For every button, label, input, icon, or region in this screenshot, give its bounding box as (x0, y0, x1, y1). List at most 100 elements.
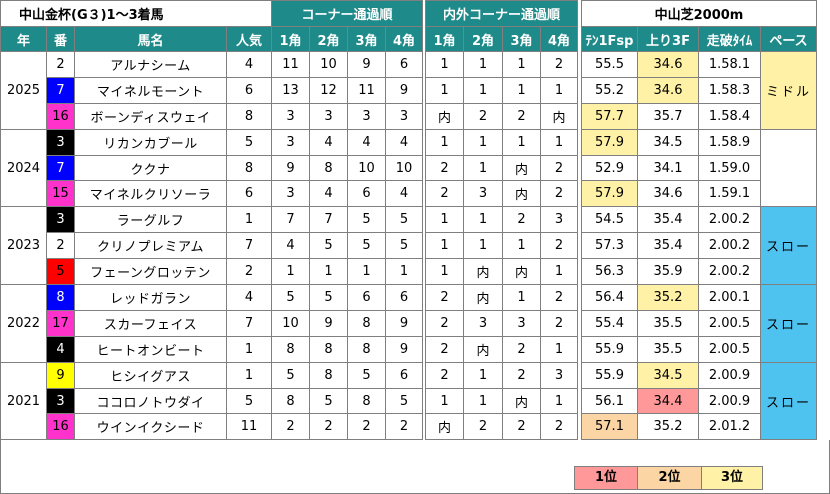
inout-position: 2 (540, 284, 578, 311)
inout-position: 2 (463, 102, 503, 130)
inout-position: 1 (425, 76, 464, 104)
corner-position: 2 (271, 413, 310, 441)
horse-name: レッドガラン (74, 284, 227, 311)
agari-3f: 35.7 (637, 102, 699, 130)
inout-position: 2 (502, 413, 541, 441)
popularity: 6 (226, 76, 272, 104)
agari-3f: 34.6 (637, 76, 699, 104)
inout-position: 1 (463, 387, 503, 415)
popularity: 1 (226, 361, 272, 389)
inout-position: 2 (540, 413, 578, 441)
finish-time: 2.00.9 (698, 387, 761, 415)
inout-position: 2 (502, 361, 541, 389)
gap (422, 155, 426, 181)
popularity: 11 (226, 413, 272, 441)
corner-position: 7 (309, 206, 348, 234)
gap (422, 180, 426, 207)
corner-position: 6 (347, 284, 386, 311)
agari-3f: 35.5 (637, 309, 699, 337)
corner-position: 1 (385, 258, 423, 286)
course-header: 中山芝2000m (581, 0, 817, 27)
agari-3f: 35.9 (637, 258, 699, 286)
legend-rank3: 3位 (701, 466, 763, 490)
table-row: 7 ククナ 8 9 8 10 10 2 1 内 2 52.9 34.1 1.59.0 (1, 154, 817, 182)
horse-name: スカーフェイス (74, 309, 227, 337)
corner-position: 8 (309, 361, 348, 389)
inout-position: 1 (425, 128, 464, 156)
agari-3f: 34.6 (637, 180, 699, 208)
inout-position: 1 (463, 51, 503, 78)
ten1f-speed: 56.3 (581, 258, 638, 286)
horse-number: 8 (46, 284, 75, 311)
col-header-corner3: 3角 (347, 26, 386, 52)
gap (577, 180, 582, 207)
gap (577, 77, 582, 104)
col-header-corner1: 1角 (271, 26, 310, 52)
corner-position: 11 (271, 51, 310, 78)
inout-position: 1 (502, 76, 541, 104)
horse-name: アルナシーム (74, 51, 227, 78)
agari-3f: 35.4 (637, 206, 699, 234)
gap (577, 155, 582, 181)
finish-time: 2.00.5 (698, 335, 761, 363)
inout-position: 内 (502, 258, 541, 286)
corner-position: 2 (385, 413, 423, 441)
gap (422, 0, 426, 27)
corner-position: 5 (309, 387, 348, 415)
gap (422, 388, 426, 414)
horse-name: マイネルモーント (74, 76, 227, 104)
inout-position: 2 (425, 335, 464, 363)
pace-cell: ミドル (760, 51, 817, 130)
corner-position: 3 (271, 180, 310, 208)
inout-position: 1 (425, 206, 464, 234)
corner-position: 12 (309, 76, 348, 104)
corner-position: 4 (271, 232, 310, 260)
inout-group-header: 内外コーナー通過順 (425, 0, 578, 27)
corner-position: 4 (309, 128, 348, 156)
corner-position: 8 (271, 335, 310, 363)
gap (422, 206, 426, 233)
agari-3f: 34.6 (637, 51, 699, 78)
horse-name: ククナ (74, 154, 227, 182)
inout-position: 3 (540, 361, 578, 389)
agari-3f: 34.5 (637, 128, 699, 156)
finish-time: 2.00.9 (698, 361, 761, 389)
popularity: 7 (226, 232, 272, 260)
corner-position: 8 (271, 387, 310, 415)
horse-name: ヒシイグアス (74, 361, 227, 389)
gap (422, 77, 426, 104)
inout-position: 1 (540, 258, 578, 286)
corner-position: 10 (347, 154, 386, 182)
col-header-io2: 2角 (463, 26, 503, 52)
popularity: 4 (226, 284, 272, 311)
horse-name: フェーングロッテン (74, 258, 227, 286)
corner-position: 3 (309, 102, 348, 130)
corner-position: 6 (385, 361, 423, 389)
inout-position: 2 (540, 51, 578, 78)
table-row: 17 スカーフェイス 7 10 9 8 9 2 3 3 2 55.4 35.5 2.00.5 (1, 309, 817, 337)
corner-position: 7 (271, 206, 310, 234)
ten1f-speed: 55.9 (581, 361, 638, 389)
col-header-horse-name: 馬名 (74, 26, 227, 52)
ten1f-speed: 57.1 (581, 413, 638, 441)
table-row: 3 ココロノトウダイ 5 8 5 8 5 1 1 内 1 56.1 34.4 2.00.9 (1, 387, 817, 415)
table-row: 7 マイネルモーント 6 13 12 11 9 1 1 1 1 55.2 34.6 1.58.3 (1, 76, 817, 104)
year-cell: 2024 (0, 128, 47, 208)
inout-position: 2 (540, 180, 578, 208)
finish-time: 1.58.9 (698, 128, 761, 156)
inout-position: 1 (502, 232, 541, 260)
col-header-num: 番 (46, 26, 75, 52)
inout-position: 1 (502, 51, 541, 78)
corner-position: 1 (271, 258, 310, 286)
corner-position: 2 (309, 413, 348, 441)
inout-position: 2 (502, 206, 541, 234)
inout-position: 1 (425, 258, 464, 286)
year-cell: 2021 (0, 361, 47, 441)
horse-number: 15 (46, 180, 75, 208)
horse-name: ウインイクシード (74, 413, 227, 441)
finish-time: 2.00.1 (698, 284, 761, 311)
horse-number: 9 (46, 361, 75, 389)
col-header-popularity: 人気 (226, 26, 272, 52)
inout-position: 1 (540, 387, 578, 415)
corner-position: 6 (347, 180, 386, 208)
